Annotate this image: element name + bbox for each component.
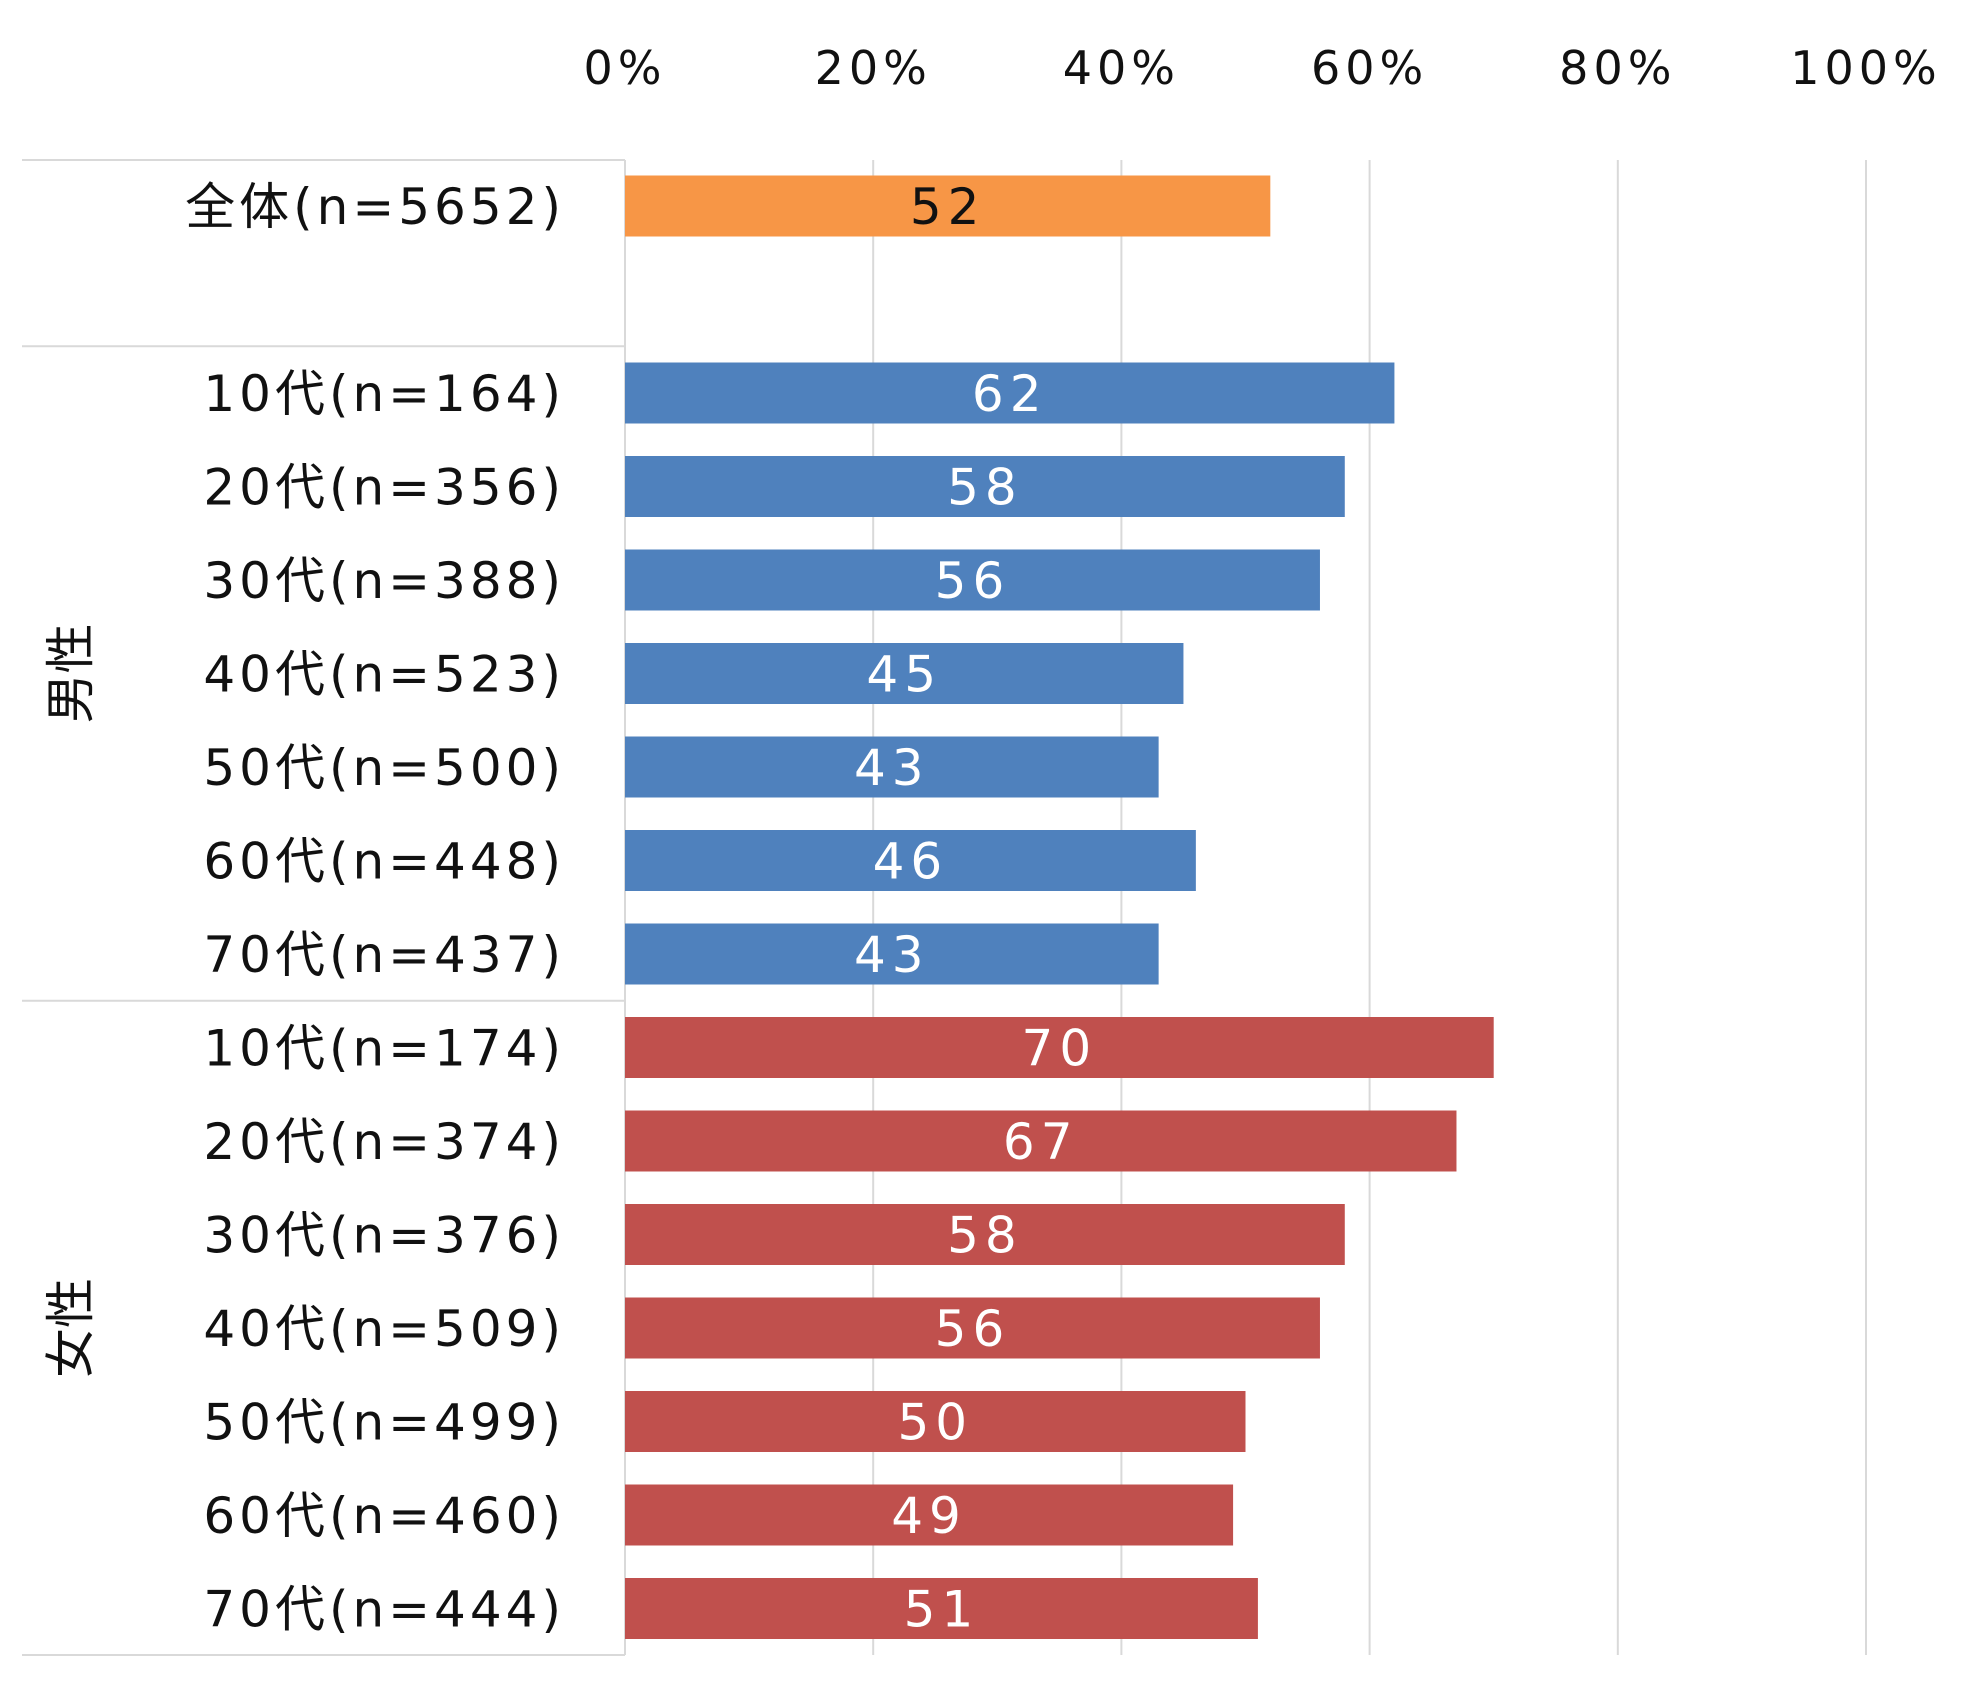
data-label: 49 [891, 1487, 967, 1545]
bar [625, 1204, 1345, 1265]
category-label: 50代(n=500) [203, 739, 565, 797]
data-label: 43 [854, 926, 930, 984]
bar [625, 549, 1320, 611]
x-axis: 0% 20% 40% 60% 80% 100% [584, 41, 1942, 95]
category-label: 70代(n=444) [203, 1581, 565, 1639]
category-label: 40代(n=523) [203, 646, 565, 704]
category-label: 40代(n=509) [203, 1300, 565, 1358]
data-label: 62 [972, 365, 1048, 423]
category-label: 全体(n=5652) [185, 178, 565, 236]
bar [625, 923, 1159, 985]
category-label: 20代(n=356) [203, 459, 565, 517]
bar [625, 1578, 1258, 1639]
category-label: 60代(n=448) [203, 833, 565, 891]
x-tick-label: 100% [1790, 41, 1942, 95]
bar [625, 1297, 1320, 1359]
x-tick-label: 60% [1311, 41, 1428, 95]
bar [625, 1391, 1246, 1452]
category-label: 60代(n=460) [203, 1487, 565, 1545]
data-label: 56 [935, 1300, 1011, 1358]
category-label: 30代(n=388) [203, 552, 565, 610]
data-label: 51 [904, 1581, 980, 1639]
category-label: 50代(n=499) [203, 1394, 565, 1452]
data-label: 46 [873, 833, 949, 891]
data-label: 67 [1003, 1113, 1079, 1171]
bar [625, 175, 1271, 237]
category-labels: 全体(n=5652) 10代(n=164) 20代(n=356) 30代(n=388)… [185, 178, 565, 1639]
data-label: 56 [935, 552, 1011, 610]
data-label: 52 [910, 178, 986, 236]
bars: 52 62 58 56 45 43 46 43 70 67 58 56 50 49 51 [625, 175, 1494, 1639]
data-label: 58 [947, 1207, 1023, 1265]
category-label: 70代(n=437) [203, 926, 565, 984]
x-tick-label: 40% [1063, 41, 1180, 95]
data-label: 45 [866, 646, 942, 704]
x-tick-label: 20% [815, 41, 932, 95]
bar [625, 362, 1395, 424]
bar [625, 736, 1159, 798]
data-label: 70 [1022, 1020, 1098, 1078]
x-tick-label: 0% [584, 41, 667, 95]
bar [625, 456, 1345, 517]
data-label: 58 [947, 459, 1023, 517]
bar [625, 1017, 1494, 1078]
category-label: 30代(n=376) [203, 1207, 565, 1265]
category-label: 10代(n=174) [203, 1020, 565, 1078]
x-tick-label: 80% [1559, 41, 1676, 95]
category-label: 20代(n=374) [203, 1113, 565, 1171]
bar [625, 1484, 1234, 1546]
bar [625, 830, 1196, 891]
category-label: 10代(n=164) [203, 365, 565, 423]
group-label: 男性 [42, 624, 100, 724]
data-label: 50 [897, 1394, 973, 1452]
group-label: 女性 [42, 1278, 100, 1378]
bar [625, 1110, 1457, 1172]
bar [625, 643, 1184, 704]
data-label: 43 [854, 739, 930, 797]
